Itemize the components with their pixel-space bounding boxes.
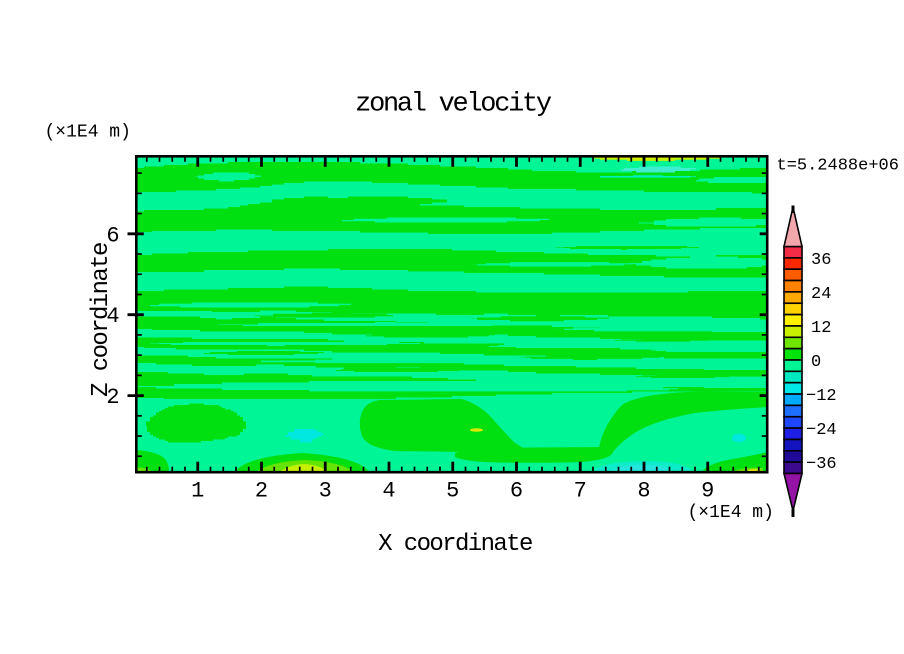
svg-text:12: 12 bbox=[811, 319, 831, 338]
svg-text:t=5.2488e+06: t=5.2488e+06 bbox=[777, 157, 899, 176]
svg-text:−12: −12 bbox=[806, 387, 837, 406]
svg-text:zonal velocity: zonal velocity bbox=[355, 90, 552, 120]
svg-text:0: 0 bbox=[811, 353, 821, 372]
svg-text:3: 3 bbox=[319, 479, 332, 504]
svg-text:(×1E4 m): (×1E4 m) bbox=[45, 123, 131, 143]
svg-text:6: 6 bbox=[510, 479, 523, 504]
svg-text:X coordinate: X coordinate bbox=[378, 531, 532, 558]
svg-text:4: 4 bbox=[382, 479, 395, 504]
svg-text:−36: −36 bbox=[806, 455, 837, 474]
svg-text:36: 36 bbox=[811, 251, 831, 270]
svg-text:6: 6 bbox=[106, 223, 119, 248]
svg-text:−24: −24 bbox=[806, 421, 837, 440]
svg-text:2: 2 bbox=[255, 479, 268, 504]
svg-text:5: 5 bbox=[446, 479, 459, 504]
svg-text:1: 1 bbox=[191, 479, 204, 504]
svg-text:(×1E4 m): (×1E4 m) bbox=[688, 503, 774, 523]
svg-text:7: 7 bbox=[574, 479, 587, 504]
svg-text:9: 9 bbox=[701, 479, 714, 504]
svg-text:8: 8 bbox=[637, 479, 650, 504]
svg-text:4: 4 bbox=[106, 304, 119, 329]
svg-text:Z coordinate: Z coordinate bbox=[88, 243, 115, 397]
svg-text:2: 2 bbox=[106, 385, 119, 410]
svg-text:24: 24 bbox=[811, 285, 831, 304]
